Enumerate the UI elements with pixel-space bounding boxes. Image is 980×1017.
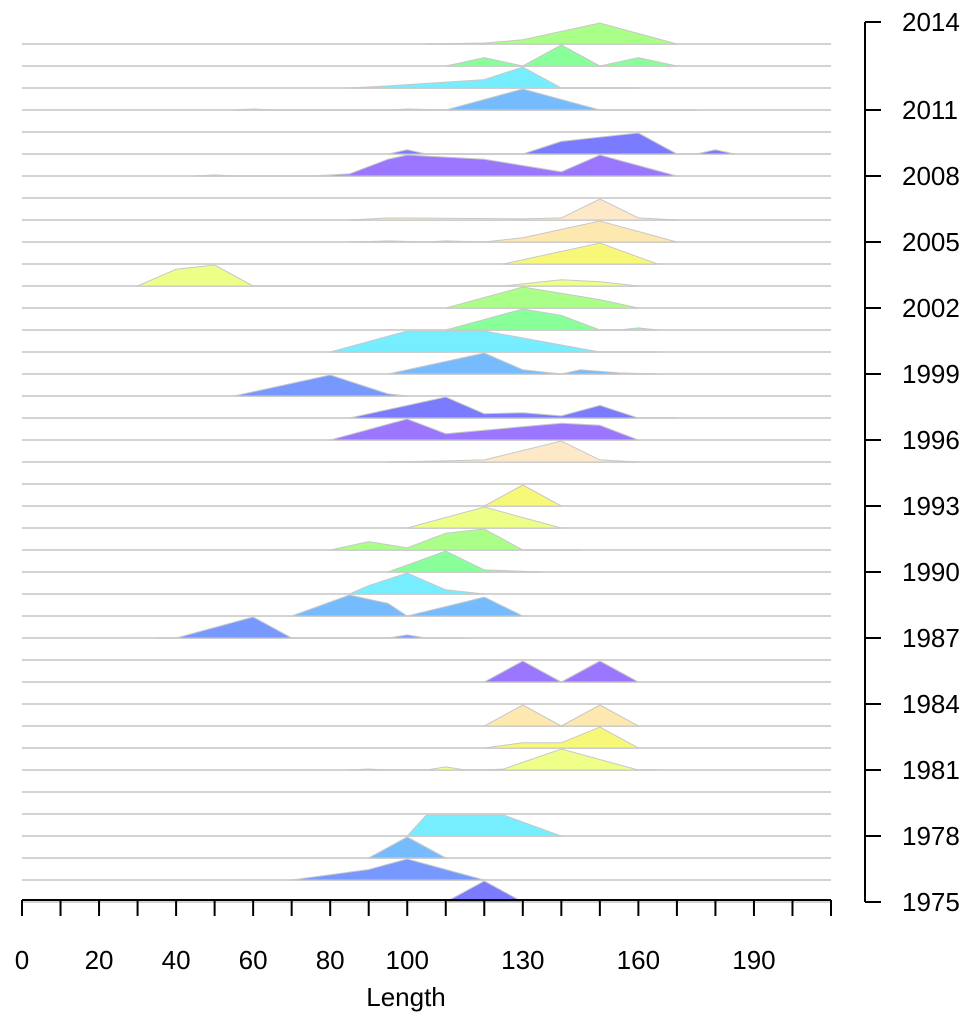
- y-tick-label: 1981: [902, 755, 960, 785]
- y-tick-label: 2011: [902, 95, 958, 125]
- ridge-1985: [484, 660, 639, 683]
- y-axis: 1975 1978 1981 1984 1987 1990 1993 1996 1999 2002…: [864, 7, 960, 917]
- ridge-2000: [330, 330, 658, 353]
- x-tick-label: 20: [85, 945, 114, 975]
- ridge-1992: [407, 506, 562, 529]
- ridge-2004: [503, 242, 658, 265]
- ridges-layer: [22, 22, 831, 903]
- x-tick-label: 130: [501, 945, 544, 975]
- y-tick-label: 2008: [902, 161, 960, 191]
- x-tick-label: 40: [162, 945, 191, 975]
- y-tick-label: 1990: [902, 557, 960, 587]
- y-tick-label: 1999: [902, 359, 960, 389]
- y-tick-label: 2005: [902, 227, 960, 257]
- ridge-1989: [349, 572, 485, 595]
- y-tick-label: 1993: [902, 491, 960, 521]
- ridge-1999: [387, 352, 658, 375]
- y-tick-label: 2002: [902, 293, 960, 323]
- ridge-1977: [368, 836, 447, 859]
- ridge-1990: [387, 550, 543, 573]
- ridge-1981: [349, 748, 658, 771]
- ridge-2006: [349, 198, 677, 221]
- ridge-1997: [349, 396, 677, 419]
- x-tick-label: 190: [732, 945, 775, 975]
- x-axis: 0 20 40 60 80 100 130 160 190: [15, 899, 832, 975]
- x-tick-label: 0: [15, 945, 29, 975]
- x-tick-label: 160: [617, 945, 660, 975]
- ridge-1975: [445, 880, 524, 903]
- x-tick-label: 80: [316, 945, 345, 975]
- ridge-2012: [349, 66, 639, 89]
- ridge-2005: [349, 220, 678, 243]
- ridge-1993: [484, 484, 562, 507]
- ridge-2001: [445, 308, 658, 331]
- ridge-1982: [484, 726, 639, 749]
- ridge-1991: [330, 528, 581, 551]
- ridge-2014: [426, 22, 678, 45]
- ridge-1976: [291, 858, 485, 881]
- ridge-2013: [445, 44, 678, 67]
- x-tick-label: 100: [386, 945, 429, 975]
- y-tick-label: 2014: [902, 7, 960, 37]
- y-tick-label: 1978: [902, 821, 960, 851]
- ridge-1988: [291, 594, 524, 617]
- ridge-1983: [484, 704, 639, 727]
- y-tick-label: 1996: [902, 425, 960, 455]
- ridge-2011: [233, 88, 697, 111]
- y-tick-label: 1987: [902, 623, 960, 653]
- x-axis-title: Length: [366, 982, 446, 1012]
- ridge-2009: [387, 132, 735, 155]
- ridge-1996: [330, 418, 639, 441]
- y-tick-label: 1975: [902, 887, 960, 917]
- ridge-1987: [156, 616, 465, 639]
- ridge-1995: [387, 440, 639, 463]
- y-tick-label: 1984: [902, 689, 960, 719]
- ridge-2003: [137, 264, 639, 287]
- ridge-2008: [195, 154, 678, 177]
- x-tick-label: 60: [239, 945, 268, 975]
- ridge-2002: [445, 286, 639, 309]
- ridge-1998: [233, 374, 408, 397]
- ridge-1978: [406, 814, 562, 837]
